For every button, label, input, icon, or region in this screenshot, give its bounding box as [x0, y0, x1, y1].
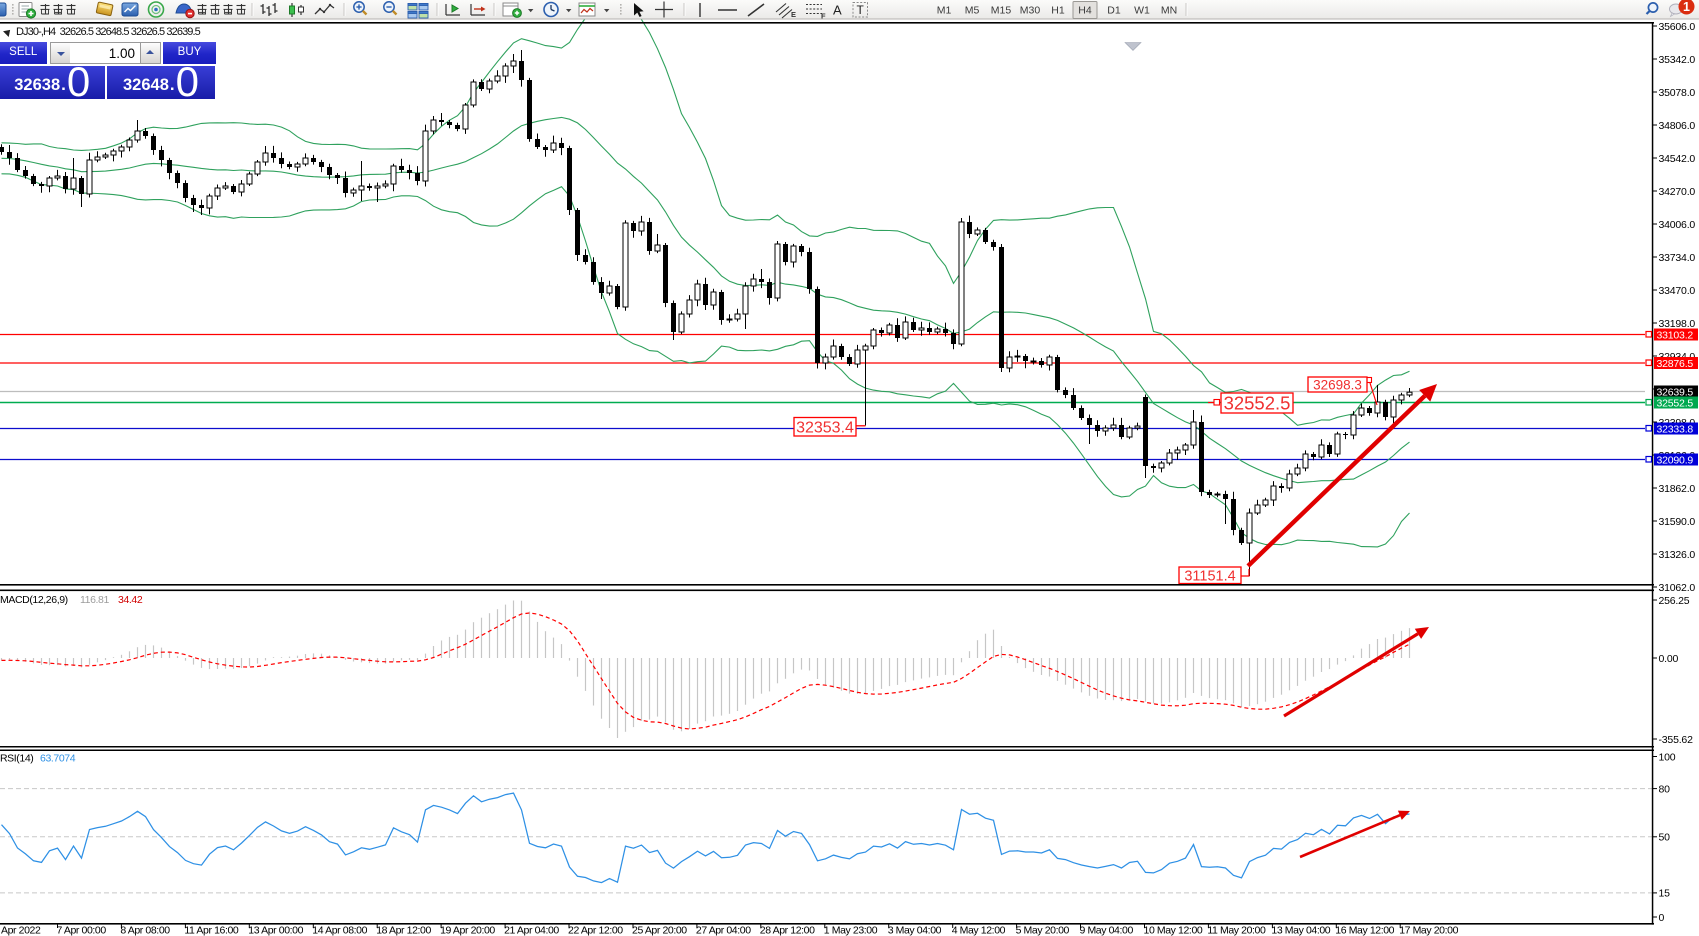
svg-text:H4: H4: [1078, 5, 1092, 17]
svg-text:28 Apr 12:00: 28 Apr 12:00: [760, 925, 815, 936]
svg-text:13 Apr 00:00: 13 Apr 00:00: [248, 925, 303, 936]
svg-text:33103.2: 33103.2: [1657, 329, 1694, 341]
svg-text:3 May 04:00: 3 May 04:00: [888, 925, 942, 936]
svg-text:33734.0: 33734.0: [1659, 252, 1696, 264]
svg-text:34270.0: 34270.0: [1659, 186, 1696, 198]
svg-text:100: 100: [1659, 751, 1676, 763]
svg-text:27 Apr 04:00: 27 Apr 04:00: [696, 925, 751, 936]
svg-text:31590.0: 31590.0: [1659, 516, 1696, 528]
svg-text:50: 50: [1659, 832, 1671, 844]
svg-text:10 May 12:00: 10 May 12:00: [1144, 925, 1203, 936]
svg-text:256.25: 256.25: [1659, 595, 1690, 607]
svg-text:33198.0: 33198.0: [1659, 318, 1696, 330]
svg-text:D1: D1: [1107, 5, 1121, 17]
svg-text:32353.4: 32353.4: [796, 419, 854, 436]
svg-text:21 Apr 04:00: 21 Apr 04:00: [504, 925, 559, 936]
svg-text:63.7074: 63.7074: [40, 753, 76, 765]
svg-text:19 Apr 20:00: 19 Apr 20:00: [440, 925, 495, 936]
svg-text:Apr 2022: Apr 2022: [1, 925, 41, 936]
svg-text:34542.0: 34542.0: [1659, 153, 1696, 165]
svg-text:-355.62: -355.62: [1659, 734, 1694, 746]
svg-text:35606.0: 35606.0: [1659, 21, 1696, 33]
svg-text:15: 15: [1659, 888, 1671, 900]
svg-text:1 May 23:00: 1 May 23:00: [824, 925, 878, 936]
svg-text:4 May 12:00: 4 May 12:00: [952, 925, 1006, 936]
svg-text:25 Apr 20:00: 25 Apr 20:00: [632, 925, 687, 936]
svg-text:11 Apr 16:00: 11 Apr 16:00: [184, 925, 239, 936]
svg-text:31326.0: 31326.0: [1659, 549, 1696, 561]
svg-text:31062.0: 31062.0: [1659, 582, 1696, 594]
svg-text:32639.5: 32639.5: [1657, 386, 1694, 398]
svg-text:32876.5: 32876.5: [1657, 358, 1694, 370]
svg-text:MN: MN: [1161, 5, 1177, 17]
svg-text:W1: W1: [1134, 5, 1150, 17]
svg-text:34806.0: 34806.0: [1659, 120, 1696, 132]
svg-text:32552.5: 32552.5: [1224, 393, 1291, 414]
svg-text:1: 1: [1683, 0, 1690, 14]
svg-text:8 Apr 08:00: 8 Apr 08:00: [120, 925, 170, 936]
svg-text:9 May 04:00: 9 May 04:00: [1080, 925, 1134, 936]
svg-text:14 Apr 08:00: 14 Apr 08:00: [312, 925, 367, 936]
svg-text:18 Apr 12:00: 18 Apr 12:00: [376, 925, 431, 936]
svg-text:13 May 04:00: 13 May 04:00: [1271, 925, 1330, 936]
svg-text:0: 0: [1659, 912, 1665, 924]
svg-text:33470.0: 33470.0: [1659, 285, 1696, 297]
svg-text:31151.4: 31151.4: [1184, 568, 1235, 584]
svg-text:35078.0: 35078.0: [1659, 87, 1696, 99]
svg-text:0.00: 0.00: [1659, 653, 1679, 665]
svg-text:M5: M5: [965, 5, 980, 17]
svg-text:M15: M15: [991, 5, 1012, 17]
svg-text:32090.9: 32090.9: [1657, 454, 1694, 466]
svg-text:RSI(14): RSI(14): [0, 753, 33, 765]
svg-text:M1: M1: [937, 5, 952, 17]
svg-text:11 May 20:00: 11 May 20:00: [1207, 925, 1266, 936]
svg-text:F: F: [821, 12, 826, 21]
svg-text:22 Apr 12:00: 22 Apr 12:00: [568, 925, 623, 936]
svg-text:17 May 20:00: 17 May 20:00: [1399, 925, 1458, 936]
svg-text:E: E: [791, 10, 796, 19]
svg-text:32552.5: 32552.5: [1657, 397, 1694, 409]
svg-text:34006.0: 34006.0: [1659, 219, 1696, 231]
svg-text:16 May 12:00: 16 May 12:00: [1335, 925, 1394, 936]
svg-text:34.42: 34.42: [118, 594, 143, 606]
svg-text:32333.8: 32333.8: [1657, 423, 1694, 435]
svg-text:80: 80: [1659, 783, 1671, 795]
svg-text:5 May 20:00: 5 May 20:00: [1016, 925, 1070, 936]
svg-text:35342.0: 35342.0: [1659, 54, 1696, 66]
svg-text:T: T: [857, 3, 865, 17]
svg-text:116.81: 116.81: [80, 594, 109, 606]
svg-text:32698.3: 32698.3: [1313, 377, 1362, 392]
svg-text:MACD(12,26,9): MACD(12,26,9): [0, 594, 68, 606]
svg-text:A: A: [833, 3, 842, 18]
svg-text:7 Apr 00:00: 7 Apr 00:00: [57, 925, 107, 936]
svg-text:31862.0: 31862.0: [1659, 483, 1696, 495]
svg-text:M30: M30: [1020, 5, 1041, 17]
svg-text:H1: H1: [1051, 5, 1065, 17]
